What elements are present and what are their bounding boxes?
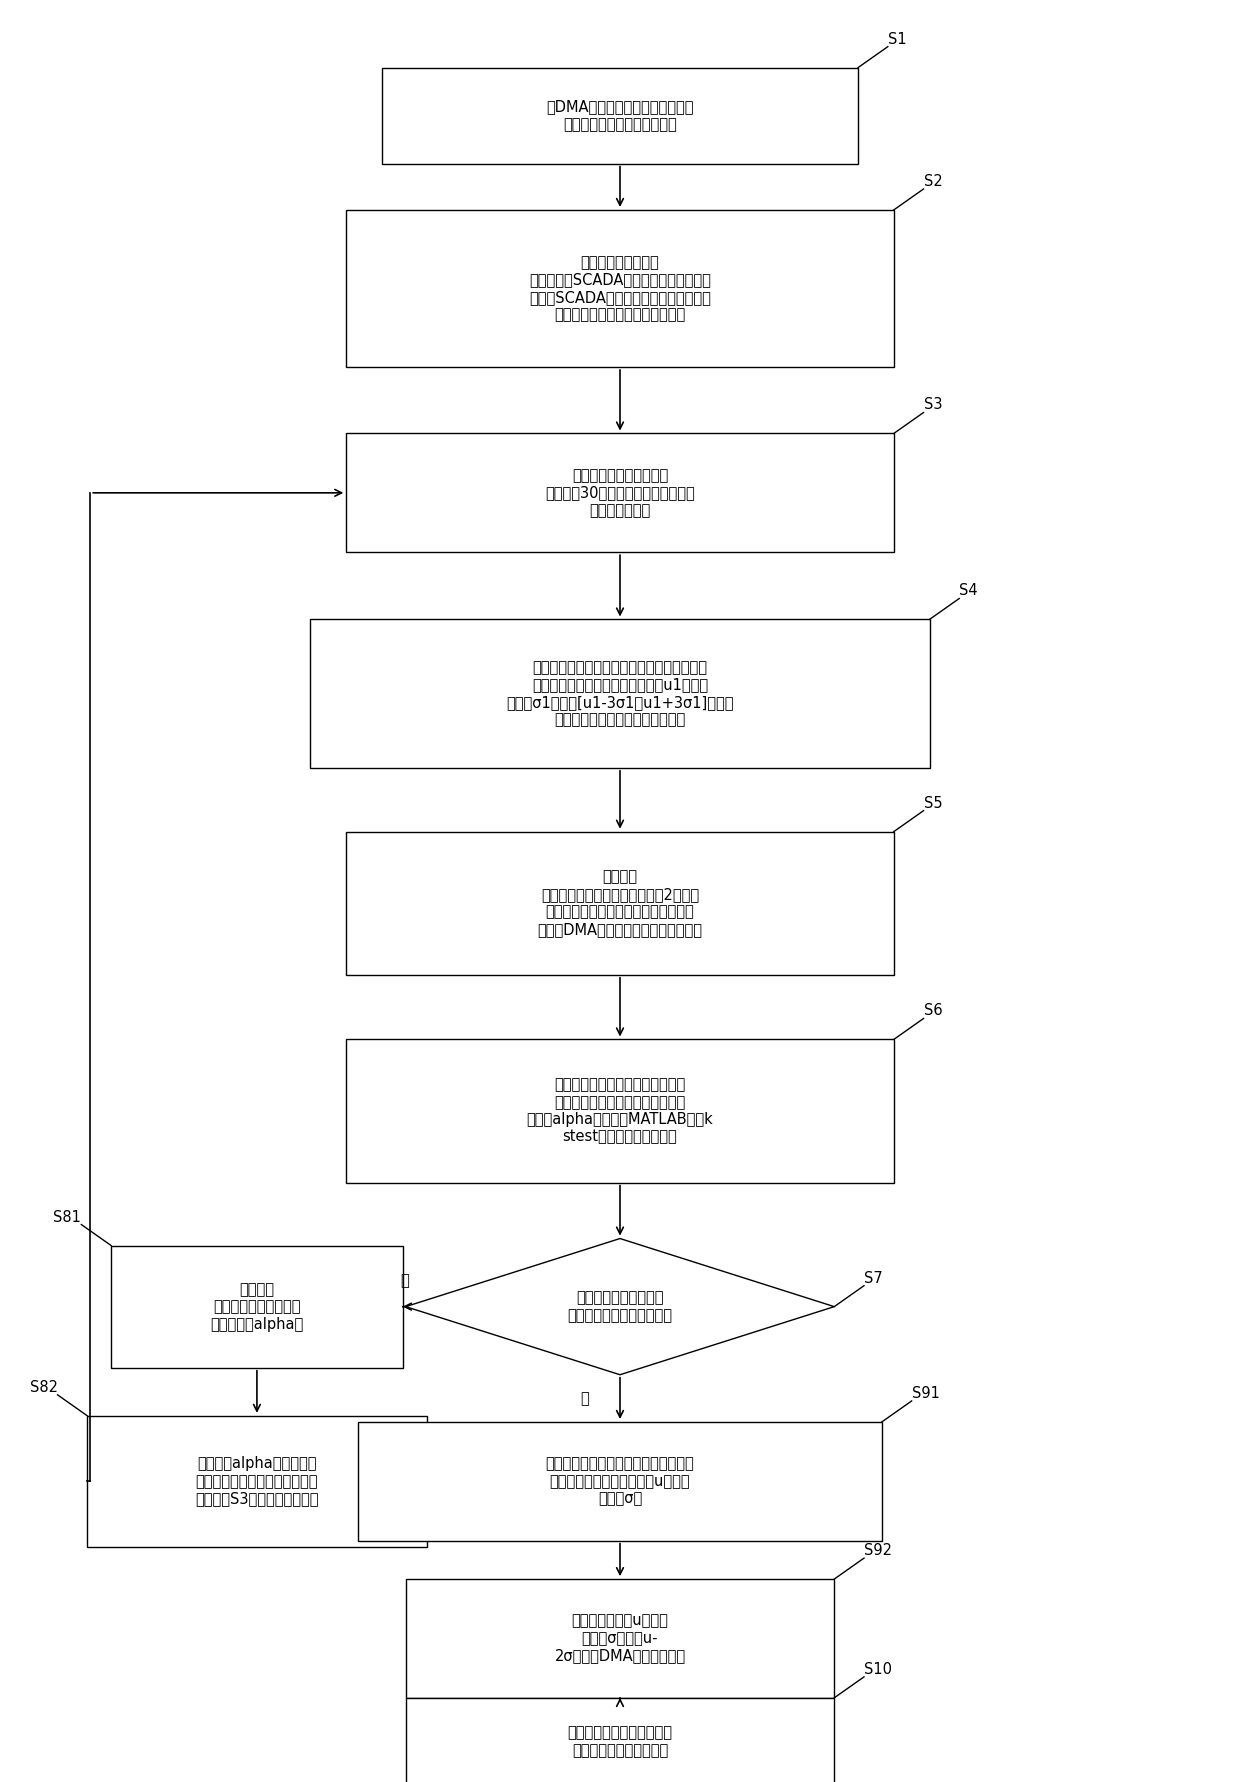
Text: S1: S1 xyxy=(888,32,906,46)
Text: 根据第二平均值u和第二
标准差σ，计算u-
2σ作为本DMA分区的漏损量: 根据第二平均值u和第二 标准差σ，计算u- 2σ作为本DMA分区的漏损量 xyxy=(554,1613,686,1663)
FancyBboxPatch shape xyxy=(405,1579,835,1698)
FancyBboxPatch shape xyxy=(346,1039,894,1183)
Text: 如果第二
流量数据不符合正态分
布，则调整alpha值: 如果第二 流量数据不符合正态分 布，则调整alpha值 xyxy=(211,1281,304,1331)
Text: 在DMA分区的流入点安装流量计，
设置流量计数据上传间隔时间: 在DMA分区的流入点安装流量计， 设置流量计数据上传间隔时间 xyxy=(547,100,693,132)
Polygon shape xyxy=(405,1238,835,1374)
Text: 是: 是 xyxy=(580,1390,589,1406)
Text: S92: S92 xyxy=(864,1543,892,1557)
Text: S91: S91 xyxy=(911,1386,940,1401)
Text: S82: S82 xyxy=(30,1379,57,1395)
Text: 获取一个月内的所有采样
数据，以30分钟为基准计算该时间段
的第一流量数据: 获取一个月内的所有采样 数据，以30分钟为基准计算该时间段 的第一流量数据 xyxy=(546,469,694,519)
FancyBboxPatch shape xyxy=(405,1698,835,1782)
Text: 实时将流量计的采样
数据上传到SCADA系统，再由供水管理系
统调用SCADA系统中的采样数据，并将采
样数据进入供水管理系统的数据库: 实时将流量计的采样 数据上传到SCADA系统，再由供水管理系 统调用SCADA系… xyxy=(529,255,711,323)
FancyBboxPatch shape xyxy=(346,832,894,975)
Text: S6: S6 xyxy=(924,1003,942,1019)
Text: 否: 否 xyxy=(399,1272,409,1288)
FancyBboxPatch shape xyxy=(310,620,930,768)
Text: S2: S2 xyxy=(924,175,942,189)
FancyBboxPatch shape xyxy=(346,210,894,367)
Text: 根据最小夜间流量时间段，获取一
个月内该时间段内的所有流量数据
，设定alpha值，调用MATLAB中的k
stest方法进行正态性判定: 根据最小夜间流量时间段，获取一 个月内该时间段内的所有流量数据 ，设定alpha… xyxy=(527,1078,713,1144)
Text: S3: S3 xyxy=(924,397,942,412)
FancyBboxPatch shape xyxy=(112,1246,403,1369)
FancyBboxPatch shape xyxy=(382,68,858,164)
Text: 如果第二流量数据符合正态分布，计算
第二流量数据的第二平均值u和第二
标准差σ。: 如果第二流量数据符合正态分布，计算 第二流量数据的第二平均值u和第二 标准差σ。 xyxy=(546,1456,694,1506)
Text: S4: S4 xyxy=(960,583,978,599)
Text: 根据第二
流量数据，计算出一个月内连续2小时的
最小流量时间段，根据最小流量时间段
确定本DMA分区的最小夜间流量时间段: 根据第二 流量数据，计算出一个月内连续2小时的 最小流量时间段，根据最小流量时间… xyxy=(537,870,703,937)
Text: 根据第一流量数据，计算出一个月内同一时间
段所有第一流量数据的第一平均值u1和第一
标准差σ1，剔除[u1-3σ1，u1+3σ1]以外的
第一流量数据，得到第二: 根据第一流量数据，计算出一个月内同一时间 段所有第一流量数据的第一平均值u1和第… xyxy=(506,659,734,727)
Text: 如果调整alpha值后，第二
流量数据仍不符合正态分布，则
返回步骤S3重新获取采样数据: 如果调整alpha值后，第二 流量数据仍不符合正态分布，则 返回步骤S3重新获取… xyxy=(195,1456,319,1506)
Text: 对所有分区的漏损量进行排
名，并采用图表进行展示: 对所有分区的漏损量进行排 名，并采用图表进行展示 xyxy=(568,1725,672,1757)
FancyBboxPatch shape xyxy=(346,433,894,552)
Text: S7: S7 xyxy=(864,1271,883,1285)
Text: S5: S5 xyxy=(924,797,942,811)
Text: 根据判定结果判断第二
流量数据是否符合正态分布: 根据判定结果判断第二 流量数据是否符合正态分布 xyxy=(568,1290,672,1322)
FancyBboxPatch shape xyxy=(87,1415,427,1547)
Text: S10: S10 xyxy=(864,1663,892,1677)
FancyBboxPatch shape xyxy=(358,1422,882,1541)
Text: S81: S81 xyxy=(53,1210,82,1224)
